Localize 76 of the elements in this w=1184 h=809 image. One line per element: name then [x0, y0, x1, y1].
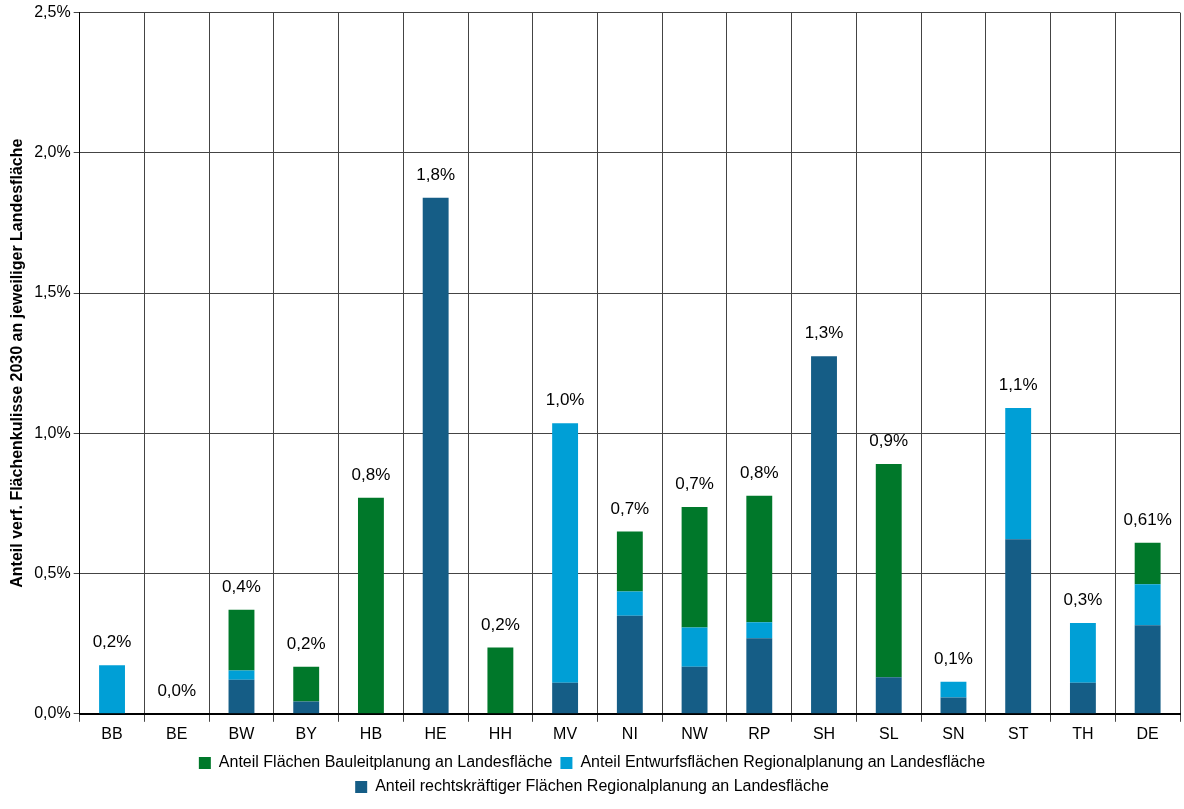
bar [681, 627, 708, 667]
bar [811, 356, 837, 714]
x-tick-label: BE [166, 724, 188, 742]
bar [616, 591, 643, 616]
x-tick-label: NI [621, 724, 638, 742]
bar [746, 622, 773, 639]
x-tick-label: ST [1007, 724, 1029, 742]
legend-label: Anteil Flächen Bauleitplanung an Landesfläche [218, 753, 553, 771]
legend-label: Anteil rechtskräftiger Flächen Regionalplanung an Landesfläche [375, 777, 829, 795]
total-label: 0,0% [157, 680, 197, 700]
bar [552, 682, 579, 714]
bar [940, 697, 967, 714]
y-tick-label: 1,5% [34, 283, 71, 301]
total-label: 0,9% [869, 431, 909, 451]
x-tick-label: DE [1136, 724, 1159, 742]
x-tick-label: NW [681, 724, 709, 742]
total-label: 0,2% [286, 633, 326, 653]
bar [681, 666, 708, 714]
total-label: 1,1% [998, 375, 1038, 395]
y-axis-title: Anteil verf. Flächenkulisse 2030 an jeweiliger Landesfläche [8, 138, 26, 588]
x-tick-label: SN [942, 724, 965, 742]
total-label: 0,2% [481, 614, 520, 634]
bar [293, 701, 320, 714]
bar [1005, 408, 1032, 540]
y-tick-label: 0,0% [34, 704, 71, 722]
x-tick-label: MV [553, 724, 578, 742]
bar [228, 670, 255, 680]
bar [293, 666, 320, 702]
x-tick-label: BB [101, 724, 123, 742]
bar [1134, 625, 1161, 714]
y-tick-label: 1,0% [34, 423, 71, 441]
y-tick-label: 2,5% [34, 3, 71, 21]
bar [746, 495, 773, 623]
total-label: 1,8% [416, 164, 456, 184]
bar [422, 197, 449, 714]
bar [487, 647, 514, 714]
total-label: 0,2% [92, 632, 132, 652]
bar [1134, 542, 1161, 585]
total-label: 0,8% [351, 465, 391, 485]
x-tick-label: HH [488, 724, 512, 742]
x-tick-label: SL [878, 724, 899, 742]
bar [228, 609, 255, 671]
bar [616, 615, 643, 714]
y-tick-label: 2,0% [34, 143, 71, 161]
x-tick-label: TH [1072, 724, 1094, 742]
total-label: 1,0% [545, 390, 585, 410]
bar [1069, 622, 1096, 683]
x-tick-label: RP [748, 724, 771, 742]
bar [681, 507, 708, 628]
bar [1069, 682, 1096, 714]
total-label: 1,3% [804, 323, 844, 343]
total-label: 0,4% [222, 576, 261, 596]
bar [875, 463, 902, 678]
legend-label: Anteil Entwurfsflächen Regionalplanung an Landesfläche [580, 753, 986, 771]
bar [1005, 539, 1032, 714]
x-tick-label: HE [424, 724, 447, 742]
total-label: 0,7% [610, 498, 650, 518]
bar [1134, 584, 1161, 626]
x-tick-label: HB [359, 724, 383, 742]
bar [940, 681, 967, 698]
bar [616, 531, 643, 592]
x-tick-label: BW [228, 724, 256, 742]
bar [552, 423, 579, 683]
total-label: 0,1% [934, 649, 973, 669]
total-label: 0,3% [1063, 590, 1103, 610]
bar [746, 638, 773, 714]
bar [228, 679, 255, 714]
bar [357, 497, 384, 714]
total-label: 0,8% [739, 463, 779, 483]
total-label: 0,7% [675, 474, 714, 494]
bar [875, 677, 902, 714]
y-tick-label: 0,5% [34, 563, 71, 581]
bar [99, 665, 125, 714]
total-label: 0,61% [1123, 509, 1172, 529]
x-tick-label: SH [812, 724, 836, 742]
x-tick-label: BY [295, 724, 318, 742]
